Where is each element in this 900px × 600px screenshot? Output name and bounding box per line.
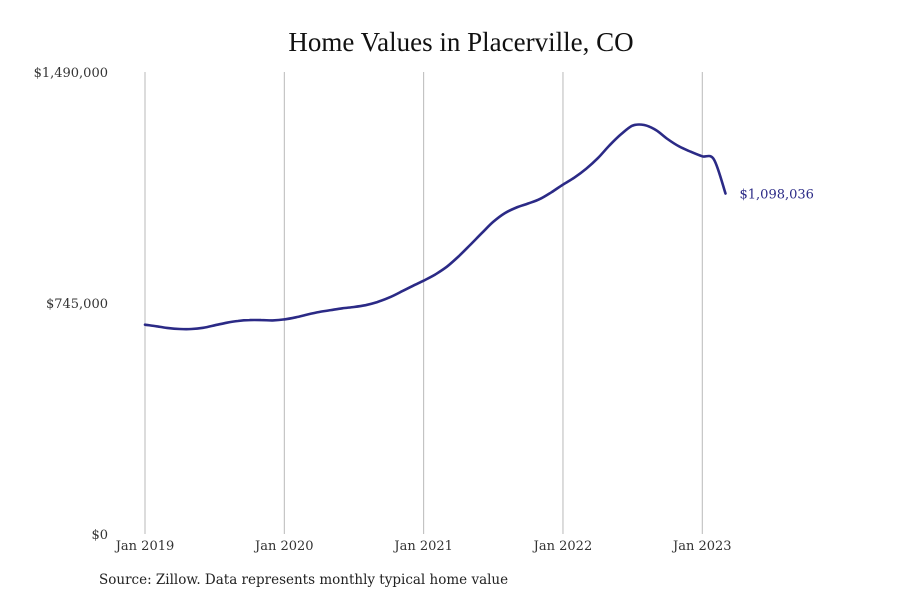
- y-tick-label: $745,000: [46, 297, 108, 312]
- latest-value-label: $1,098,036: [740, 188, 814, 203]
- y-tick-label: $1,490,000: [34, 66, 108, 81]
- x-axis-tick-labels: Jan 2019 Jan 2020 Jan 2021 Jan 2022 Jan 2023: [114, 539, 732, 554]
- x-tick-label: Jan 2022: [532, 539, 593, 554]
- x-tick-label: Jan 2020: [253, 539, 314, 554]
- home-value-series-line: [143, 123, 727, 331]
- x-tick-label: Jan 2019: [114, 539, 175, 554]
- y-axis-tick-labels: $0 $745,000 $1,490,000: [34, 66, 108, 543]
- source-note: Source: Zillow. Data represents monthly …: [99, 572, 509, 588]
- y-tick-label: $0: [91, 528, 108, 543]
- chart-title: Home Values in Placerville, CO: [288, 27, 634, 57]
- vertical-gridlines: [144, 72, 703, 534]
- x-tick-label: Jan 2023: [671, 539, 732, 554]
- x-tick-label: Jan 2021: [392, 539, 453, 554]
